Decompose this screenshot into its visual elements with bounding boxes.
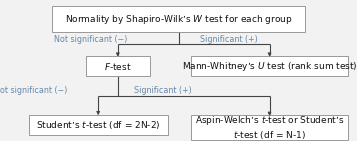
FancyBboxPatch shape	[86, 56, 150, 76]
FancyBboxPatch shape	[52, 6, 305, 32]
Text: Significant (+): Significant (+)	[134, 86, 191, 95]
Text: $F$-test: $F$-test	[104, 61, 132, 72]
Text: Not significant (−): Not significant (−)	[0, 86, 67, 95]
Text: Normality by Shapiro-Wilk’s $W$ test for each group: Normality by Shapiro-Wilk’s $W$ test for…	[65, 13, 292, 26]
Text: Aspin-Welch’s $t$-test or Student’s
$t$-test (df = N-1): Aspin-Welch’s $t$-test or Student’s $t$-…	[195, 114, 344, 141]
Text: Significant (+): Significant (+)	[200, 35, 257, 44]
FancyBboxPatch shape	[29, 114, 168, 135]
FancyBboxPatch shape	[191, 115, 348, 140]
Text: Not significant (−): Not significant (−)	[54, 35, 128, 44]
FancyBboxPatch shape	[191, 56, 348, 76]
Text: Student’s $t$-test (df = 2N-2): Student’s $t$-test (df = 2N-2)	[36, 119, 160, 131]
Text: Mann-Whitney’s $U$ test (rank sum test): Mann-Whitney’s $U$ test (rank sum test)	[182, 60, 357, 73]
